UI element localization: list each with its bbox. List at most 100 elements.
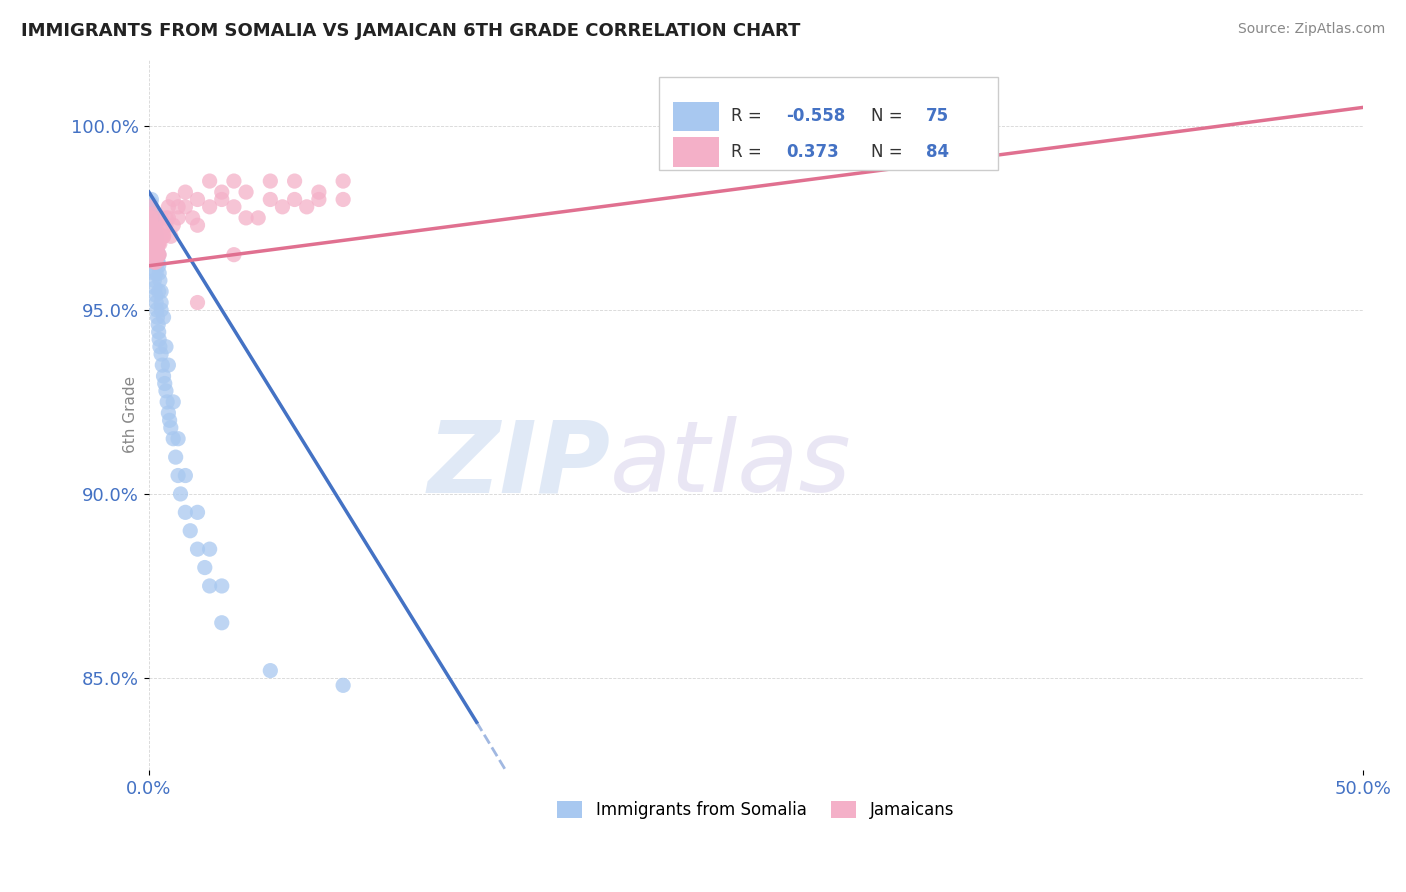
Point [235,211,257,225]
Point [142,222,165,236]
Point [141,193,163,207]
Point [148,285,170,299]
Point [142,222,165,236]
Point [155,211,177,225]
Point [139,196,162,211]
Point [162,395,184,409]
Point [142,219,165,233]
Point [141,219,163,233]
Point [146,229,169,244]
Point [139,211,162,225]
Text: R =: R = [731,107,768,126]
Point [145,222,167,236]
Point [150,347,173,361]
Point [145,295,167,310]
Point [149,236,172,251]
Text: atlas: atlas [610,416,852,513]
Point [141,236,163,251]
Point [145,248,167,262]
Point [156,395,179,409]
Point [186,193,208,207]
Point [152,229,174,244]
Point [148,229,170,244]
Text: 75: 75 [925,107,949,126]
Point [198,579,221,593]
Point [139,219,162,233]
Point [142,229,165,244]
Point [159,413,181,427]
Point [211,615,233,630]
Point [308,193,330,207]
Point [194,560,217,574]
Point [332,174,354,188]
Point [162,432,184,446]
Point [295,200,318,214]
Point [145,236,167,251]
Point [143,226,166,240]
Point [148,325,170,339]
Point [142,248,165,262]
Point [143,255,166,269]
Point [155,384,177,398]
Point [259,664,281,678]
Point [235,185,257,199]
Text: N =: N = [872,143,908,161]
Point [142,266,165,280]
Point [162,219,184,233]
Text: IMMIGRANTS FROM SOMALIA VS JAMAICAN 6TH GRADE CORRELATION CHART: IMMIGRANTS FROM SOMALIA VS JAMAICAN 6TH … [21,22,800,40]
Point [181,211,204,225]
Point [146,248,169,262]
Text: -0.558: -0.558 [786,107,845,126]
Point [148,236,170,251]
Point [152,310,174,325]
Point [167,468,190,483]
Point [153,376,176,391]
Point [143,255,166,269]
Point [165,450,187,464]
FancyBboxPatch shape [658,78,998,169]
Point [148,248,170,262]
Point [142,236,165,251]
Point [150,222,173,236]
Point [145,255,167,269]
Point [150,211,173,225]
Point [169,487,191,501]
Point [148,248,170,262]
Point [143,229,166,244]
Point [142,219,165,233]
Point [332,193,354,207]
Point [222,200,245,214]
Point [198,174,221,188]
Point [150,302,173,317]
Point [142,255,165,269]
Point [179,524,201,538]
Point [186,295,208,310]
Point [247,211,270,225]
Point [142,236,165,251]
Point [148,266,170,280]
Point [145,233,167,247]
Point [148,332,170,346]
Point [259,193,281,207]
Point [152,229,174,244]
Point [146,244,169,258]
Point [139,200,162,214]
Point [143,248,166,262]
Point [150,229,173,244]
Point [141,211,163,225]
Point [142,248,165,262]
Point [141,229,163,244]
Point [167,200,190,214]
Point [162,193,184,207]
Point [332,678,354,692]
Point [142,211,165,225]
FancyBboxPatch shape [673,102,720,131]
Point [148,236,170,251]
Point [146,310,169,325]
Point [142,222,165,236]
Point [211,579,233,593]
Point [145,302,167,317]
Point [146,248,169,262]
Point [174,200,197,214]
Point [308,185,330,199]
